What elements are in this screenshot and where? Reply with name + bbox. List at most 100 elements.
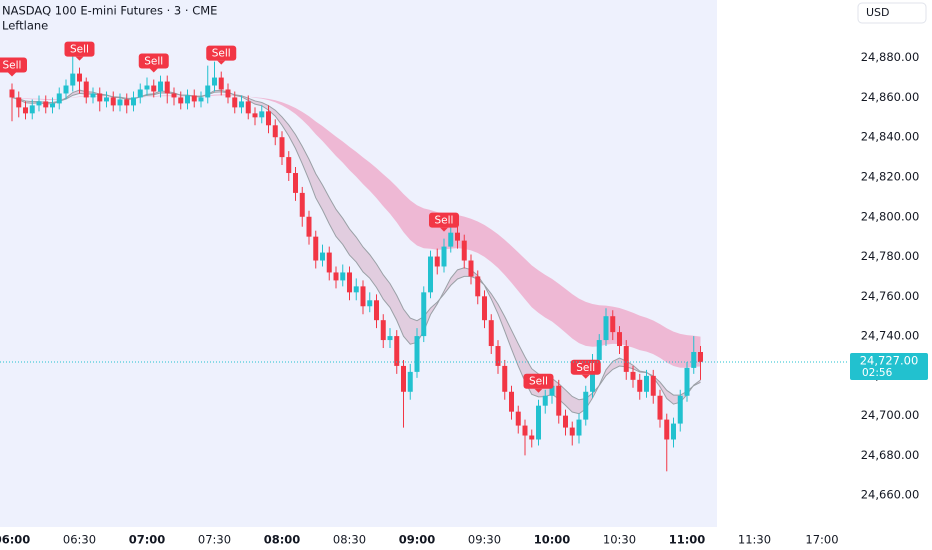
candle-body [482, 296, 487, 321]
candle-body [104, 97, 109, 102]
signal-pointer [8, 72, 16, 77]
candle-body [191, 95, 197, 102]
candle-body [509, 391, 514, 412]
candle-body [617, 332, 622, 347]
candle-body [90, 93, 96, 98]
candle-body [151, 85, 157, 92]
signal-label: Sell [144, 56, 163, 68]
candle-body [502, 365, 508, 392]
candle-body [367, 300, 373, 307]
candle-body [16, 97, 22, 108]
signal-badge [0, 57, 27, 73]
y-tick-label: 24,780.00 [861, 249, 920, 263]
y-tick-label: 24,740.00 [861, 329, 920, 343]
y-tick-label: 24,860.00 [861, 90, 920, 104]
candle-body [623, 346, 629, 372]
candle-body [441, 246, 447, 267]
candle-body [360, 286, 366, 307]
signal-badge [429, 212, 459, 228]
candle-body [117, 99, 123, 106]
x-tick-label: 11:30 [738, 533, 771, 547]
candle-body [421, 292, 427, 337]
currency[interactable]: USD [866, 6, 890, 19]
candle-body [657, 395, 663, 420]
candle-body [664, 419, 670, 440]
candle-body [70, 73, 76, 86]
candle-body [110, 97, 116, 106]
x-tick-label: 07:30 [198, 533, 231, 547]
signal-label: Sell [529, 376, 548, 388]
candle-body [97, 93, 103, 102]
candle-body [63, 85, 69, 94]
candle-body [272, 125, 278, 138]
signal-badge [138, 53, 169, 69]
candle-body [461, 240, 467, 261]
y-tick-label: 24,680.00 [861, 448, 920, 462]
signal-pointer [440, 227, 448, 232]
ema-band [12, 90, 701, 414]
candle-body [596, 340, 602, 360]
currency-button[interactable] [857, 2, 927, 24]
candle-body [549, 385, 555, 396]
chart-subtitle: Leftlane [2, 19, 48, 33]
candle-body [320, 252, 325, 261]
candle-body [428, 256, 433, 293]
x-tick-label: 09:00 [399, 533, 436, 547]
last-price-label: 24,727.00 [860, 353, 919, 367]
candle-body [488, 320, 494, 347]
candle-body [50, 103, 55, 108]
session-background [0, 0, 717, 527]
y-tick-label: 24,840.00 [861, 130, 920, 144]
last-price-box [850, 352, 928, 380]
x-tick-label: 10:30 [603, 533, 636, 547]
candle-body [475, 276, 481, 297]
candle-body [583, 391, 589, 420]
candle-body [401, 365, 406, 392]
candle-body [218, 77, 224, 90]
candle-body [326, 252, 332, 273]
candle-body [536, 405, 541, 440]
candle-body [158, 81, 163, 92]
candle-body [455, 232, 460, 241]
candle-body [212, 77, 217, 86]
candle-body [43, 101, 49, 108]
candle-body [259, 111, 265, 118]
y-tick-label: 24,820.00 [861, 169, 920, 183]
y-tick-label: 24,800.00 [861, 209, 920, 223]
candle-body [239, 101, 244, 108]
candle-body [36, 101, 42, 106]
candle-body [522, 425, 528, 436]
ema-band [12, 94, 701, 368]
signal-label: Sell [212, 48, 231, 60]
signal-label: Sell [435, 215, 454, 227]
candle-body [299, 192, 305, 217]
candle-body [644, 375, 649, 392]
candle-body [630, 371, 636, 380]
signal-badge [206, 45, 237, 61]
candle-body [198, 97, 204, 102]
x-tick-label: 08:30 [333, 533, 366, 547]
x-tick-label: 07:00 [129, 533, 166, 547]
candle-body [313, 236, 319, 261]
signal-badge [64, 41, 95, 57]
x-tick-label: 09:30 [468, 533, 501, 547]
x-tick-label: 06:30 [63, 533, 96, 547]
candle-body [610, 316, 616, 333]
candle-body [563, 415, 568, 428]
candle-body [387, 336, 393, 341]
candle-body [637, 379, 643, 392]
candle-body [306, 216, 312, 237]
candle-body [468, 260, 474, 277]
candle-body [266, 111, 271, 126]
candle-body [124, 99, 130, 106]
candle-body [347, 272, 352, 293]
candle-body [407, 371, 413, 392]
candle-body [185, 95, 190, 104]
candle-body [448, 232, 454, 247]
candle-body [556, 385, 562, 416]
candle-body [279, 137, 285, 158]
y-tick-label: 24,660.00 [861, 488, 920, 502]
y-tick-label: 24,700.00 [861, 408, 920, 422]
candle-body [340, 272, 346, 281]
